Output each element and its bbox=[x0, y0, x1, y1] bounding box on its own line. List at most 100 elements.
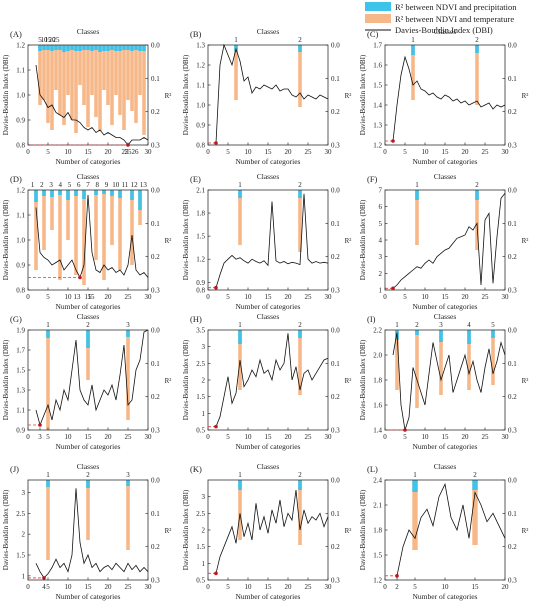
r2-bar-precipitation bbox=[411, 45, 415, 55]
top-axis-label: Classes bbox=[434, 462, 457, 471]
r2-bar-temperature bbox=[130, 190, 134, 265]
r2-bar-temperature bbox=[102, 45, 106, 90]
r2-bar-precipitation bbox=[58, 45, 62, 50]
r2-bar-precipitation bbox=[102, 45, 106, 51]
r2-bar-temperature bbox=[82, 190, 86, 285]
r2-bar-temperature bbox=[118, 190, 122, 270]
r2-bar-precipitation bbox=[114, 45, 118, 51]
r2-bar-temperature bbox=[475, 190, 479, 250]
r2-tick-label: 0.1 bbox=[331, 75, 340, 83]
r2-bar-precipitation bbox=[86, 330, 90, 348]
x-tick-label: 30 bbox=[325, 583, 333, 591]
x-tick-label: 25 bbox=[482, 148, 490, 156]
r2-tick-label: 0.3 bbox=[151, 427, 160, 435]
top-axis-label: Classes bbox=[77, 172, 100, 181]
x-tick-label: 15 bbox=[472, 583, 480, 591]
r2-tick-label: 0.3 bbox=[151, 287, 160, 295]
r2-bar-precipitation bbox=[122, 45, 126, 50]
r2-tick-label: 0.2 bbox=[508, 108, 517, 116]
top-tick-label: 6 bbox=[77, 181, 81, 189]
r2-tick-label: 0.2 bbox=[331, 543, 340, 551]
r2-bar-precipitation bbox=[42, 190, 46, 196]
y-tick-label: 5 bbox=[379, 220, 383, 228]
top-tick-label: 5 bbox=[68, 181, 72, 189]
x-tick-label: 25 bbox=[305, 583, 313, 591]
y-tick-label: 1.6 bbox=[373, 402, 382, 410]
r2-tick-label: 0.2 bbox=[331, 393, 340, 401]
r2-bar-precipitation bbox=[46, 480, 50, 487]
r2-bar-temperature bbox=[86, 330, 90, 380]
r2-bar-temperature bbox=[86, 480, 90, 540]
x-tick-label: 10 bbox=[442, 583, 450, 591]
r2-tick-label: 0.0 bbox=[508, 477, 517, 485]
y-tick-label: 3 bbox=[202, 493, 206, 501]
x-tick-label: 30 bbox=[145, 148, 153, 156]
r2-bar-precipitation bbox=[94, 190, 98, 195]
y-tick-label: 1.5 bbox=[196, 393, 205, 401]
x-tick-label: 10 bbox=[245, 433, 253, 441]
r2-tick-label: 0.3 bbox=[151, 142, 160, 150]
r2-axis-title: R² bbox=[522, 377, 529, 385]
x-tick-label: 10 bbox=[422, 293, 430, 301]
r2-bar-precipitation bbox=[130, 45, 134, 51]
r2-bar-precipitation bbox=[98, 45, 102, 52]
x-tick-label-extra: 26 bbox=[132, 148, 140, 156]
r2-tick-label: 0.0 bbox=[151, 42, 160, 50]
x-tick-label: 20 bbox=[462, 148, 470, 156]
r2-tick-label: 0.2 bbox=[331, 253, 340, 261]
r2-bar-temperature bbox=[94, 190, 98, 260]
optimal-point bbox=[214, 424, 218, 429]
y-tick-label: 1.0 bbox=[16, 92, 25, 100]
r2-bar-precipitation bbox=[475, 190, 479, 200]
y-axis-title: Davies-Bouldin Index (DBI) bbox=[182, 54, 190, 135]
r2-tick-label: 0.2 bbox=[508, 543, 517, 551]
r2-bar-precipitation bbox=[46, 45, 50, 50]
x-tick-label: 0 bbox=[383, 583, 387, 591]
r2-bar-temperature bbox=[298, 330, 302, 395]
r2-bar-precipitation bbox=[298, 190, 302, 198]
r2-tick-label: 0.3 bbox=[331, 577, 340, 585]
top-tick-label: 10 bbox=[112, 181, 120, 189]
r2-bar-temperature bbox=[412, 480, 418, 550]
legend-swatch-temp bbox=[365, 14, 391, 23]
r2-tick-label: 0.1 bbox=[331, 510, 340, 518]
top-tick-label: 11 bbox=[122, 181, 129, 189]
r2-bar-precipitation bbox=[138, 45, 142, 51]
x-tick-label-extra: 15 bbox=[88, 293, 96, 301]
top-tick-label: 2 bbox=[298, 36, 302, 44]
x-tick-label: 15 bbox=[442, 433, 450, 441]
x-tick-label: 25 bbox=[482, 433, 490, 441]
x-axis-title: Number of categories bbox=[236, 592, 301, 601]
r2-bar-precipitation bbox=[50, 45, 54, 51]
y-tick-label: 0.8 bbox=[196, 287, 205, 295]
y-tick-label: 1.9 bbox=[16, 327, 25, 335]
y-tick-label: 0.5 bbox=[196, 427, 205, 435]
r2-tick-label: 0.1 bbox=[331, 220, 340, 228]
x-tick-label: 20 bbox=[105, 148, 113, 156]
r2-bar-precipitation bbox=[134, 45, 138, 50]
y-tick-label: 2.2 bbox=[373, 327, 382, 335]
x-tick-label: 5 bbox=[46, 148, 50, 156]
top-tick-label: 1 bbox=[238, 321, 242, 329]
x-tick-label: 10 bbox=[65, 148, 73, 156]
dbi-line bbox=[215, 193, 329, 288]
r2-bar-temperature bbox=[122, 45, 126, 130]
top-tick-label: 5 bbox=[38, 36, 42, 44]
optimal-point bbox=[214, 285, 218, 290]
x-tick-label: 0 bbox=[206, 148, 210, 156]
x-axis-title: Number of categories bbox=[413, 157, 478, 166]
plot-frame bbox=[27, 189, 149, 291]
r2-bar-temperature bbox=[34, 190, 38, 270]
r2-tick-label: 0.1 bbox=[508, 510, 517, 518]
x-tick-label: 5 bbox=[413, 583, 417, 591]
r2-axis-title: R² bbox=[522, 527, 529, 535]
y-tick-label: 1.5 bbox=[196, 543, 205, 551]
r2-axis-title: R² bbox=[345, 527, 352, 535]
r2-tick-label: 0.2 bbox=[151, 108, 160, 116]
legend-label-dbi: Davies-Bouldin Index (DBI) bbox=[395, 25, 493, 35]
r2-bar-precipitation bbox=[491, 330, 495, 338]
x-tick-label: 25 bbox=[125, 433, 133, 441]
y-axis-title: Davies-Bouldin Index (DBI) bbox=[359, 339, 367, 420]
panel-label: (B) bbox=[190, 29, 202, 39]
x-tick-label: 25 bbox=[125, 293, 133, 301]
